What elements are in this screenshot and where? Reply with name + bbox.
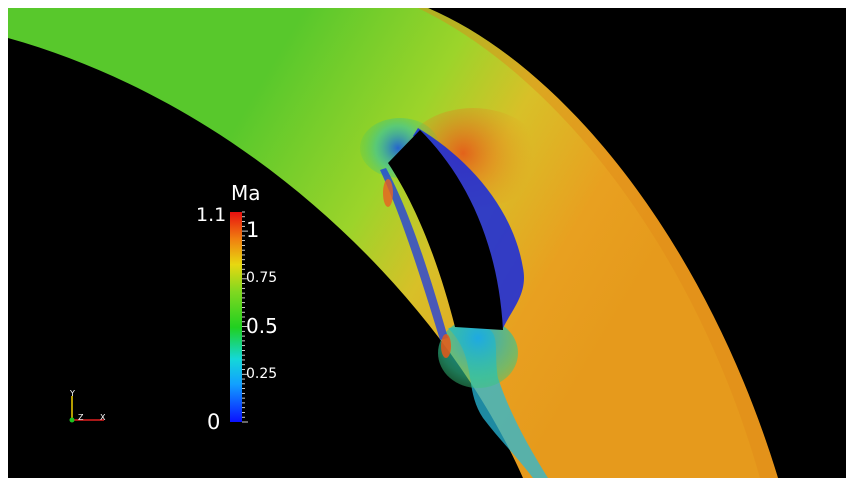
colorbar-max-label: 1.1 — [196, 204, 227, 226]
flow-channel — [8, 8, 778, 478]
colorbar-gradient — [230, 212, 242, 422]
colorbar-tick-label: 0.25 — [246, 365, 278, 382]
colorbar-title: Ma — [231, 181, 261, 205]
axis-z-label: Z — [78, 413, 84, 422]
wake-glow — [438, 318, 518, 388]
pressure-side-film — [380, 168, 448, 340]
colorbar-tick-label: 0.75 — [246, 270, 278, 287]
trailing-edge-spot — [441, 334, 451, 358]
stagnation-spot — [383, 179, 393, 207]
colorbar-minor-ticks — [242, 211, 248, 423]
axis-x-label: X — [100, 413, 106, 422]
axes-triad — [69, 396, 104, 423]
colorbar-tick-label: 1 — [246, 218, 260, 243]
colorbar-min-label: 0 — [207, 410, 221, 434]
colorbar-tick-label: 0.5 — [246, 314, 278, 339]
mach-number-field — [8, 8, 778, 478]
axis-y-label: Y — [70, 389, 75, 398]
visualization-viewport[interactable] — [8, 8, 846, 478]
blade-profile — [388, 130, 503, 330]
